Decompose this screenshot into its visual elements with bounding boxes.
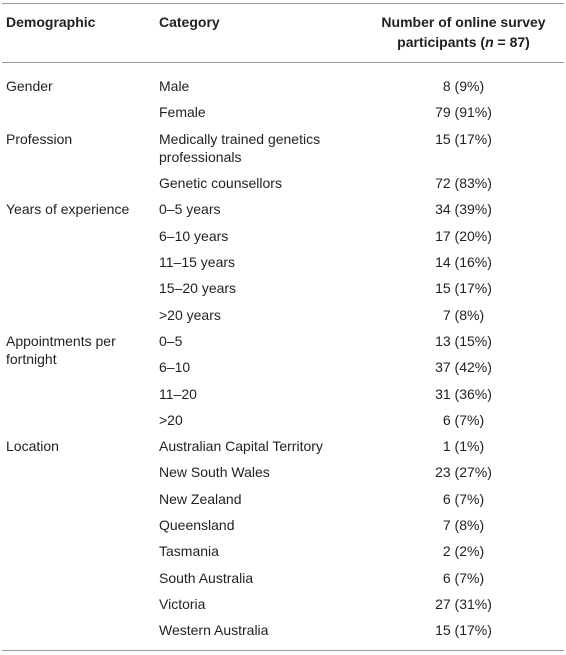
header-italic: n — [485, 34, 494, 50]
category-cell: Female — [159, 104, 206, 121]
count-cell: 72 (83%) — [435, 175, 492, 192]
table-row: Victoria 27 (31%) — [2, 591, 564, 617]
category-cell: Victoria — [159, 595, 206, 612]
category-cell: 6–10 years — [159, 227, 229, 244]
table-row: Female 79 (91%) — [2, 99, 564, 125]
header-text: Number of online survey participants ( — [381, 14, 546, 50]
count-cell: 31 (36%) — [435, 385, 492, 402]
count-cell: 8 (9%) — [442, 78, 485, 94]
category-cell: Genetic counsellors — [159, 175, 282, 192]
category-cell: New South Wales — [159, 464, 270, 481]
category-cell: Male — [159, 78, 190, 94]
count-cell: 23 (27%) — [435, 464, 492, 481]
table-row: Genetic counsellors 72 (83%) — [2, 170, 564, 196]
demographic-cell: Appointments per fortnight — [6, 332, 116, 368]
table-row: New South Wales 23 (27%) — [2, 459, 564, 485]
table-row: 11–20 31 (36%) — [2, 381, 564, 407]
category-cell: 6–10 — [159, 359, 191, 376]
header-cell: Category — [155, 3, 363, 63]
category-cell: Australian Capital Territory — [159, 438, 323, 455]
count-cell: 34 (39%) — [435, 201, 492, 218]
table-row: 6–10 years 17 (20%) — [2, 223, 564, 249]
page-body: Demographic Category Number of online su… — [0, 3, 566, 655]
category-cell: Medically trained genetics professionals — [159, 130, 321, 165]
count-cell: 15 (17%) — [435, 280, 492, 297]
count-cell: 6 (7%) — [442, 569, 485, 586]
count-cell: 6 (7%) — [442, 490, 485, 507]
table-row: Queensland 7 (8%) — [2, 512, 564, 538]
header-row: Demographic Category Number of online su… — [2, 3, 564, 63]
count-cell: 79 (91%) — [435, 104, 492, 121]
table-row: 15–20 years 15 (17%) — [2, 275, 564, 301]
category-cell: 11–15 years — [159, 254, 236, 271]
table-row: Years of experience 0–5 years 34 (39%) — [2, 196, 564, 222]
count-cell: 6 (7%) — [442, 411, 485, 428]
table-row: New Zealand 6 (7%) — [2, 486, 564, 512]
category-cell: Tasmania — [159, 543, 219, 560]
count-cell: 1 (1%) — [442, 438, 485, 455]
category-cell: South Australia — [159, 569, 254, 586]
count-cell: 7 (8%) — [442, 517, 485, 534]
header-cell: Number of online survey participants (n … — [363, 3, 564, 63]
table-row: >20 6 (7%) — [2, 407, 564, 433]
category-cell: 11–20 — [159, 385, 197, 402]
count-cell: 2 (2%) — [442, 543, 485, 560]
table-row: Western Australia 15 (17%) — [2, 617, 564, 650]
category-cell: New Zealand — [159, 490, 242, 507]
demographic-cell: Location — [6, 438, 59, 455]
table-row: Appointments per fortnight 0–5 13 (15%) — [2, 328, 564, 367]
category-cell: Queensland — [159, 517, 235, 534]
table-row: Location Australian Capital Territory 1 (1… — [2, 433, 564, 459]
category-cell: 15–20 years — [159, 280, 237, 297]
demographic-cell: Profession — [6, 130, 73, 147]
count-cell: 13 (15%) — [435, 332, 492, 349]
table-header: Demographic Category Number of online su… — [2, 3, 564, 63]
table-body: Gender Male 8 (9%) Female 79 (91%) Profession… — [2, 63, 564, 651]
count-cell: 7 (8%) — [442, 306, 485, 323]
table-row: >20 years 7 (8%) — [2, 302, 564, 328]
category-cell: Western Australia — [159, 622, 269, 639]
count-cell: 15 (17%) — [435, 622, 492, 639]
category-cell: >20 — [159, 411, 183, 428]
table-row: Profession Medically trained genetics pro… — [2, 126, 564, 171]
count-cell: 15 (17%) — [435, 130, 492, 147]
header-cell: Demographic — [2, 3, 155, 63]
count-cell: 27 (31%) — [435, 595, 492, 612]
table-row: South Australia 6 (7%) — [2, 565, 564, 591]
category-cell: >20 years — [159, 306, 221, 323]
category-cell: 0–5 — [159, 332, 183, 349]
count-cell: 17 (20%) — [435, 227, 492, 244]
header-text: = 87) — [493, 34, 530, 50]
table-row: 6–10 37 (42%) — [2, 354, 564, 380]
count-cell: 14 (16%) — [435, 254, 492, 271]
table-row: 11–15 years 14 (16%) — [2, 249, 564, 275]
demographics-table: Demographic Category Number of online su… — [2, 3, 564, 651]
count-cell: 37 (42%) — [435, 359, 492, 376]
table-row: Gender Male 8 (9%) — [2, 63, 564, 100]
demographic-cell: Years of experience — [6, 201, 130, 218]
table-row: Tasmania 2 (2%) — [2, 538, 564, 564]
category-cell: 0–5 years — [159, 201, 221, 218]
demographic-cell: Gender — [6, 78, 53, 94]
